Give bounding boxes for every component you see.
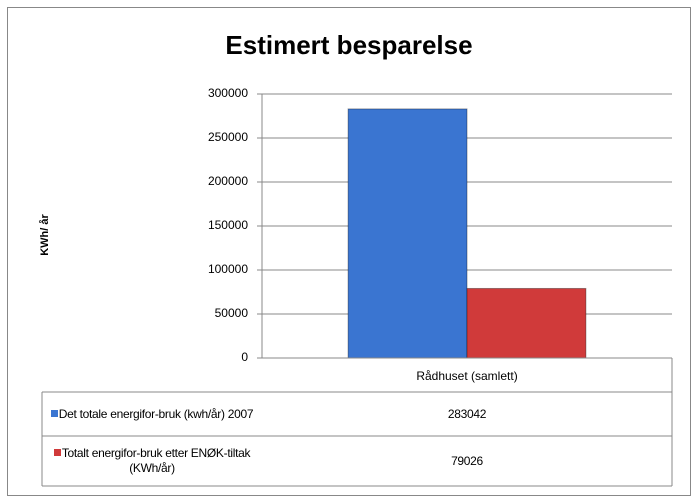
legend-entry: Totalt energifor-bruk etter ENØK-tiltak …	[42, 436, 262, 486]
y-tick-label: 200000	[208, 174, 248, 188]
legend-entry: Det totale energifor-bruk (kwh/år) 2007	[42, 392, 262, 436]
legend-key	[50, 409, 58, 417]
chart-title: Estimert besparelse	[225, 30, 472, 60]
bar	[466, 287, 587, 359]
y-tick-label: 150000	[208, 218, 248, 232]
y-tick-label: 0	[241, 350, 248, 364]
y-tick-label: 100000	[208, 262, 248, 276]
bar	[347, 108, 468, 359]
y-tick-label: 50000	[215, 306, 249, 320]
x-tick-label: Rådhuset (samlett)	[416, 369, 517, 383]
legend-label: Totalt energifor-bruk etter ENØK-tiltak …	[61, 446, 263, 475]
table-value: 283042	[447, 406, 487, 421]
table-value: 79026	[451, 453, 483, 468]
legend-label: Det totale energifor-bruk (kwh/år) 2007	[58, 406, 254, 421]
legend-key	[53, 449, 61, 456]
y-tick-label: 250000	[208, 130, 248, 144]
y-axis-label: KWh/ år	[39, 214, 51, 256]
y-tick-label: 300000	[208, 86, 248, 100]
